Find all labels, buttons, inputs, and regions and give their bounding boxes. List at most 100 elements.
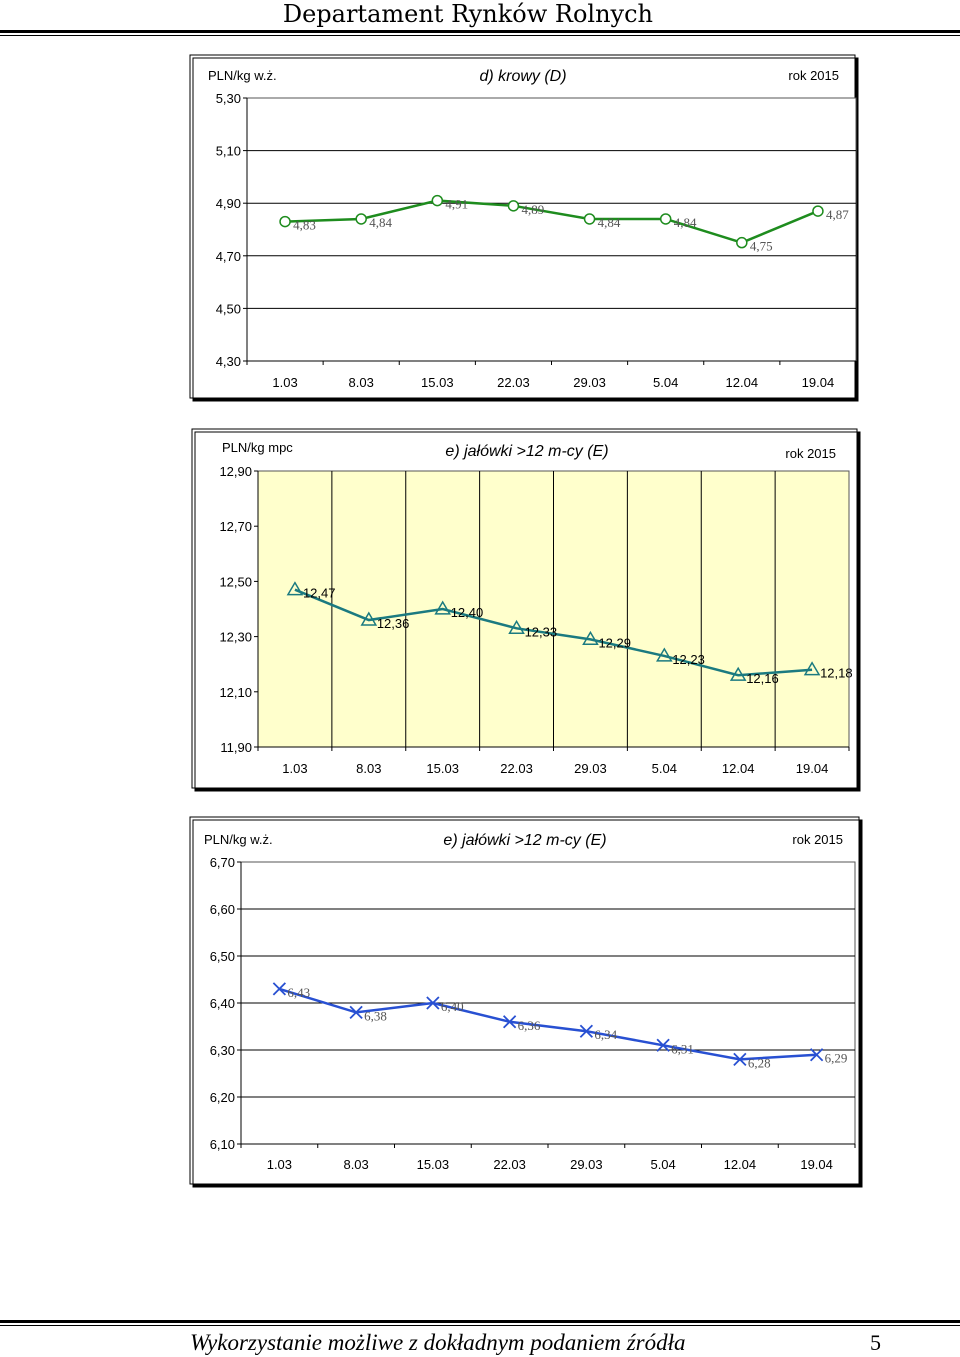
chart-jalowki-wz: 6,70 6,60 6,50 6,40 6,30 6,20 6,10 1.03 8.03 15.0… <box>189 816 863 1188</box>
data-point <box>656 1038 670 1052</box>
y-tick-label: 5,30 <box>216 91 241 106</box>
data-label: 4,75 <box>750 239 773 254</box>
x-tick-label: 22.03 <box>497 375 530 390</box>
footer-text: Wykorzystanie możliwe z dokładnym podani… <box>190 1330 686 1355</box>
year-label: rok 2015 <box>792 832 843 847</box>
data-label: 4,83 <box>293 218 316 233</box>
data-label: 6,29 <box>825 1051 848 1066</box>
chart-svg: 5,30 5,10 4,90 4,70 4,50 4,30 1.03 8.03 15.03 22.… <box>189 54 859 402</box>
data-point <box>659 213 672 225</box>
x-tick-label: 5.04 <box>653 375 678 390</box>
y-tick-label: 12,30 <box>219 630 252 645</box>
unit-label: PLN/kg w.ż. <box>204 832 273 847</box>
y-tick-label: 4,90 <box>216 196 241 211</box>
chart-jalowki-mpc: 12,90 12,70 12,50 12,30 12,10 11,90 1.03 8.03 15… <box>191 428 861 792</box>
data-point <box>812 205 824 217</box>
y-tick-label: 6,20 <box>210 1090 235 1105</box>
data-label: 12,47 <box>303 586 336 601</box>
x-tick-label: 29.03 <box>570 1157 603 1172</box>
data-label: 6,43 <box>287 985 310 1000</box>
chart-shadow-bottom <box>193 1184 862 1187</box>
data-point <box>355 213 367 225</box>
y-tick-label: 6,70 <box>210 855 235 870</box>
data-label: 4,91 <box>445 197 468 212</box>
data-point <box>582 630 599 646</box>
data-label: 4,84 <box>598 215 621 230</box>
y-tick-label: 5,10 <box>216 144 241 159</box>
x-tick-label: 19.04 <box>796 761 829 776</box>
chart-shadow-bottom <box>193 398 858 401</box>
y-tick-label: 6,50 <box>210 949 235 964</box>
data-point <box>434 600 451 615</box>
data-point <box>803 661 821 676</box>
unit-label: PLN/kg mpc <box>222 440 293 455</box>
x-tick-label: 1.03 <box>282 761 307 776</box>
data-point <box>583 213 596 225</box>
page-number: 5 <box>870 1330 881 1355</box>
x-tick-label: 12.04 <box>726 375 759 390</box>
data-point <box>809 1048 824 1062</box>
data-label: 4,89 <box>521 202 544 217</box>
y-tick-label: 4,30 <box>216 354 241 369</box>
year-label: rok 2015 <box>785 446 836 461</box>
chart-shadow-bottom <box>195 788 860 791</box>
data-point <box>349 1005 363 1020</box>
data-point <box>279 215 291 228</box>
data-point <box>729 666 747 681</box>
data-label: 12,29 <box>598 635 631 650</box>
year-label: rok 2015 <box>788 68 839 83</box>
data-label: 6,31 <box>671 1041 694 1056</box>
series-line <box>279 987 817 1061</box>
page-footer: Wykorzystanie możliwe z dokładnym podani… <box>0 1318 960 1357</box>
page-header: Departament Rynków Rolnych <box>0 0 960 36</box>
x-tick-label: 12.04 <box>722 761 755 776</box>
chart-svg: 6,70 6,60 6,50 6,40 6,30 6,20 6,10 1.03 8.03 15.0… <box>189 816 863 1188</box>
plot-area <box>246 97 857 362</box>
x-tick-label: 15.03 <box>417 1157 450 1172</box>
data-point <box>286 581 304 596</box>
x-tick-label: 15.03 <box>426 761 459 776</box>
data-label: 4,84 <box>674 215 697 230</box>
y-tick-label: 11,90 <box>220 740 252 755</box>
unit-label: PLN/kg w.ż. <box>208 68 277 83</box>
data-point <box>360 611 378 626</box>
data-point <box>431 194 444 207</box>
data-label: 6,34 <box>594 1027 617 1042</box>
x-tick-label: 8.03 <box>343 1157 368 1172</box>
y-tick-label: 12,50 <box>219 574 252 589</box>
chart-svg: 12,90 12,70 12,50 12,30 12,10 11,90 1.03 8.03 15… <box>191 428 861 792</box>
data-point <box>272 982 287 996</box>
header-title: Departament Rynków Rolnych <box>282 0 653 28</box>
data-label: 6,40 <box>441 999 464 1014</box>
x-tick-label: 29.03 <box>574 761 607 776</box>
chart-title: e) jałówki >12 m-cy (E) <box>445 443 608 460</box>
data-label: 12,16 <box>746 671 779 686</box>
data-label: 12,18 <box>820 666 853 681</box>
data-point <box>508 619 525 634</box>
x-tick-label: 5.04 <box>652 761 677 776</box>
x-tick-label: 1.03 <box>272 375 297 390</box>
x-tick-label: 8.03 <box>349 375 374 390</box>
data-point <box>579 1024 594 1038</box>
chart-shadow-right <box>859 820 862 1187</box>
data-point <box>656 647 673 662</box>
y-tick-label: 4,50 <box>216 301 241 316</box>
series-line <box>294 588 813 677</box>
data-point <box>502 1015 517 1029</box>
data-label: 12,36 <box>377 616 410 631</box>
chart-title: e) jałówki >12 m-cy (E) <box>443 832 606 849</box>
x-tick-label: 19.04 <box>802 375 835 390</box>
footer-rule-thin <box>0 1325 960 1326</box>
x-tick-label: 22.03 <box>493 1157 526 1172</box>
series-line <box>285 199 819 244</box>
data-label: 12,40 <box>451 605 484 620</box>
chart-krowy: 5,30 5,10 4,90 4,70 4,50 4,30 1.03 8.03 15.03 22.… <box>189 54 859 402</box>
chart-shadow-right <box>857 432 860 791</box>
y-tick-label: 12,70 <box>219 519 252 534</box>
x-tick-label: 1.03 <box>267 1157 292 1172</box>
y-tick-label: 6,10 <box>210 1137 235 1152</box>
y-tick-label: 12,90 <box>219 464 252 479</box>
y-tick-label: 6,30 <box>210 1043 235 1058</box>
data-label: 4,87 <box>826 207 849 222</box>
data-label: 6,28 <box>748 1055 771 1070</box>
